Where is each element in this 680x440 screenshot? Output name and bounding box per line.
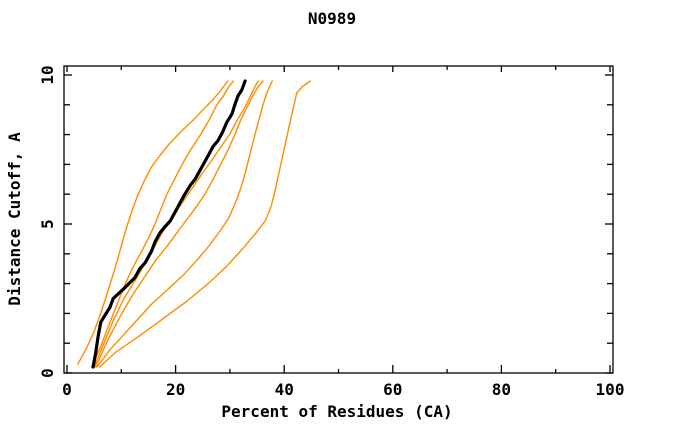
curves	[77, 79, 311, 369]
y-tick-label: 0	[38, 368, 57, 378]
y-tick-label: 5	[38, 219, 57, 229]
y-tick-labels: 0 5 10	[38, 65, 57, 377]
orange-curve-2	[90, 80, 234, 368]
y-axis-label: Distance Cutoff, A	[5, 132, 24, 306]
chart-title: N0989	[308, 9, 356, 28]
orange-curve-3	[93, 80, 259, 368]
plot-frame	[63, 65, 614, 374]
orange-curve-1	[77, 80, 229, 365]
x-tick-label: 60	[383, 380, 402, 399]
frame-rect	[63, 65, 614, 374]
axis-ticks	[64, 66, 613, 374]
x-axis-label: Percent of Residues (CA)	[221, 402, 452, 421]
x-tick-label: 0	[62, 380, 72, 399]
orange-curve-6	[98, 80, 311, 368]
x-tick-label: 100	[596, 380, 625, 399]
orange-curve-5	[96, 80, 273, 368]
y-tick-label: 10	[38, 65, 57, 84]
orange-curve-4	[95, 80, 264, 368]
thick-black-curve	[91, 79, 247, 369]
x-tick-label: 80	[492, 380, 511, 399]
x-tick-labels: 0 20 40 60 80 100	[62, 380, 624, 399]
x-tick-label: 40	[275, 380, 294, 399]
x-tick-label: 20	[166, 380, 185, 399]
